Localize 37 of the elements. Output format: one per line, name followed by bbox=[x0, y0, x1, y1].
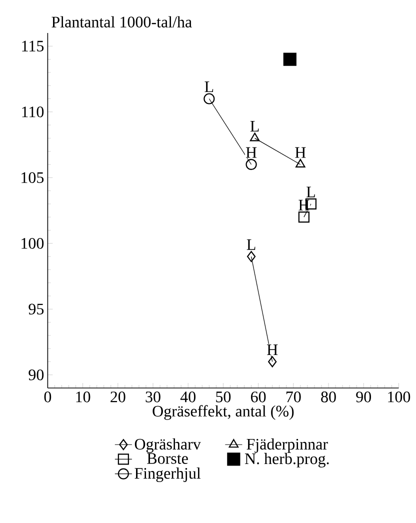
x-tick-label: 0 bbox=[44, 392, 52, 402]
y-tick-label: 115 bbox=[22, 40, 44, 52]
annotation: L bbox=[250, 121, 259, 132]
x-tick-label: 100 bbox=[388, 392, 410, 402]
annotation: H bbox=[246, 147, 257, 158]
x-tick-label: 40 bbox=[180, 392, 196, 402]
point bbox=[246, 158, 257, 170]
legend-label: Fingerhjul bbox=[134, 467, 201, 482]
annotation: L bbox=[204, 82, 214, 92]
x-tick-label: 50 bbox=[216, 392, 231, 402]
y-tick-label: 110 bbox=[22, 106, 44, 118]
x-tick-label: 30 bbox=[146, 392, 160, 402]
annotation: H bbox=[267, 344, 278, 356]
point bbox=[283, 52, 296, 66]
y-tick-label: 90 bbox=[28, 369, 44, 380]
point bbox=[246, 250, 256, 262]
legend-label: Fjäderpinnar bbox=[246, 438, 328, 453]
legend-label: Borste bbox=[147, 453, 188, 464]
point bbox=[298, 212, 310, 223]
x-tick-label: 70 bbox=[286, 392, 301, 402]
y-tick-label: 105 bbox=[22, 172, 44, 184]
x-axis-title: Ogräseffekt, antal (%) bbox=[152, 405, 294, 420]
point bbox=[204, 93, 215, 104]
x-tick-label: 90 bbox=[356, 392, 371, 402]
annotation: L bbox=[246, 239, 256, 250]
annotation: H bbox=[295, 147, 306, 158]
legend-label: Ogräsharv bbox=[134, 438, 201, 453]
x-tick-label: 10 bbox=[76, 392, 90, 402]
x-tick-label: 60 bbox=[250, 392, 266, 402]
y-axis-title: Plantantal 1000-tal/ha bbox=[52, 16, 192, 28]
annotation: L bbox=[306, 186, 315, 198]
x-tick-label: 80 bbox=[321, 392, 336, 402]
legend-label: N. herb.prog. bbox=[244, 452, 329, 468]
y-tick-label: 100 bbox=[22, 238, 44, 249]
point bbox=[268, 356, 277, 368]
x-tick-label: 20 bbox=[110, 392, 126, 402]
y-tick-label: 95 bbox=[28, 304, 44, 314]
